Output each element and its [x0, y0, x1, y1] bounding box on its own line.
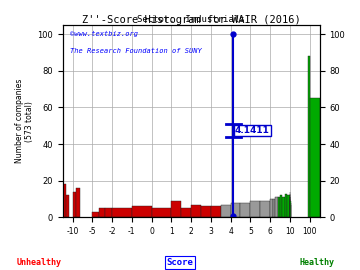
Bar: [308, 56, 310, 217]
Bar: [275, 197, 278, 217]
Bar: [280, 195, 283, 217]
Bar: [72, 192, 76, 217]
Text: Score: Score: [167, 258, 193, 267]
Bar: [132, 206, 152, 217]
Bar: [287, 195, 290, 217]
Title: Z''-Score Histogram for WAIR (2016): Z''-Score Histogram for WAIR (2016): [82, 15, 301, 25]
Bar: [99, 208, 105, 217]
Bar: [260, 201, 270, 217]
Bar: [250, 201, 260, 217]
Bar: [270, 199, 273, 217]
Bar: [63, 184, 66, 217]
Bar: [278, 197, 280, 217]
Bar: [273, 199, 275, 217]
Bar: [211, 206, 221, 217]
Text: The Research Foundation of SUNY: The Research Foundation of SUNY: [70, 48, 202, 54]
Text: Sector:  Industrials: Sector: Industrials: [137, 15, 245, 24]
Bar: [112, 208, 132, 217]
Text: 4.1411: 4.1411: [235, 126, 270, 135]
Bar: [285, 194, 287, 217]
Text: ©www.textbiz.org: ©www.textbiz.org: [70, 31, 138, 37]
Bar: [283, 197, 285, 217]
Bar: [76, 188, 80, 217]
Bar: [92, 212, 99, 217]
Bar: [231, 203, 240, 217]
Bar: [221, 205, 231, 217]
Bar: [171, 201, 181, 217]
Bar: [191, 205, 201, 217]
Bar: [310, 98, 320, 217]
Text: Healthy: Healthy: [299, 258, 334, 267]
Bar: [201, 206, 211, 217]
Bar: [240, 203, 250, 217]
Bar: [152, 208, 171, 217]
Text: Unhealthy: Unhealthy: [17, 258, 62, 267]
Bar: [66, 195, 69, 217]
Bar: [181, 208, 191, 217]
Y-axis label: Number of companies
(573 total): Number of companies (573 total): [15, 79, 35, 163]
Bar: [105, 208, 112, 217]
